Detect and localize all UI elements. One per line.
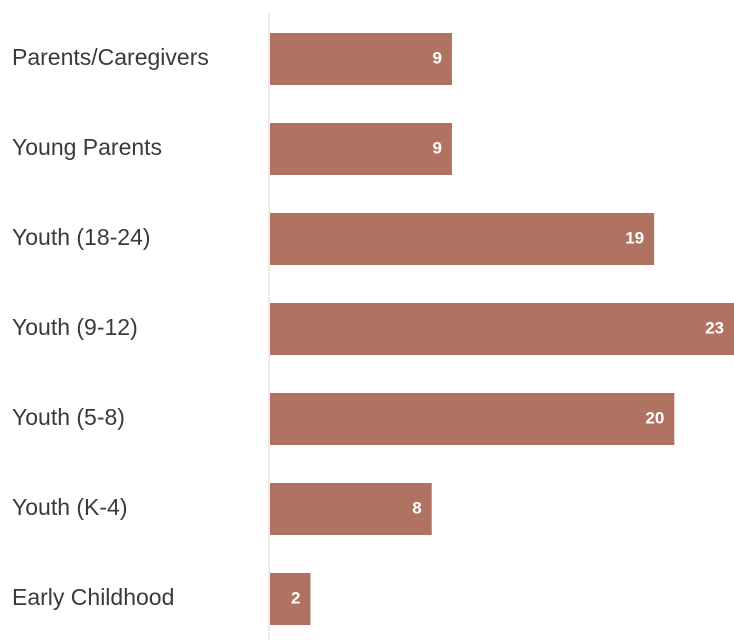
bar-6	[270, 573, 311, 625]
value-label-4: 20	[645, 408, 664, 427]
bars-group	[270, 33, 734, 625]
category-labels-group: Parents/Caregivers Young Parents Youth (18…	[12, 44, 209, 610]
category-label-4: Youth (5-8)	[12, 404, 125, 430]
value-label-6: 2	[291, 588, 300, 607]
category-label-0: Parents/Caregivers	[12, 44, 209, 70]
category-label-1: Young Parents	[12, 134, 162, 160]
category-label-5: Youth (K-4)	[12, 494, 128, 520]
category-label-6: Early Childhood	[12, 584, 174, 610]
value-label-3: 23	[705, 318, 724, 337]
bar-0	[270, 33, 452, 85]
category-label-3: Youth (9-12)	[12, 314, 138, 340]
value-label-5: 8	[412, 498, 421, 517]
value-label-1: 9	[432, 138, 441, 157]
bar-1	[270, 123, 452, 175]
bar-4	[270, 393, 675, 445]
value-labels-group: 9 9 19 23 20 8 2	[291, 48, 724, 607]
bar-2	[270, 213, 655, 265]
value-label-2: 19	[625, 228, 644, 247]
bar-5	[270, 483, 432, 535]
category-label-2: Youth (18-24)	[12, 224, 151, 250]
value-label-0: 9	[432, 48, 441, 67]
bar-3	[270, 303, 734, 355]
